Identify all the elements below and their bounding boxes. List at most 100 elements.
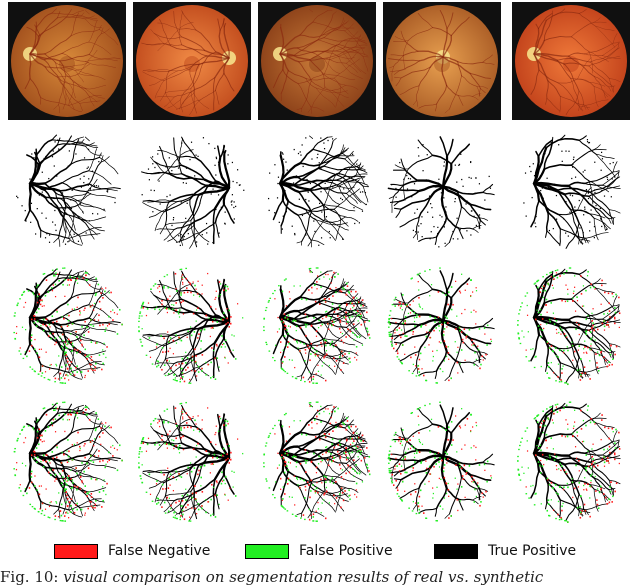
speck: [168, 360, 170, 362]
vessel-error: [399, 301, 401, 304]
vessel-error: [39, 303, 42, 306]
vessel: [298, 57, 327, 63]
fov-edge-fp: [267, 436, 270, 439]
vessel-error: [201, 354, 204, 356]
vessel-true-positive: [178, 423, 183, 444]
speck: [65, 346, 67, 348]
vessel-error: [576, 506, 579, 509]
vessel-error: [104, 466, 106, 469]
vessel-error: [303, 343, 305, 345]
fov-edge-fp: [283, 414, 286, 416]
vessel-error: [589, 421, 592, 424]
vessel-error: [343, 452, 346, 454]
vessel-error: [61, 339, 64, 342]
vessel: [36, 12, 53, 28]
speck: [168, 157, 170, 159]
speck: [547, 418, 550, 421]
vessel-error: [560, 516, 562, 519]
vessel-true-positive: [608, 209, 621, 214]
fov-edge-fp: [555, 517, 557, 520]
speck: [342, 342, 345, 344]
vessel-error: [55, 478, 58, 480]
speck: [571, 478, 573, 480]
vessel-true-positive: [476, 217, 489, 221]
vessel-error: [186, 493, 189, 496]
speck: [320, 271, 322, 273]
vessel-true-positive: [287, 200, 307, 211]
vessel-true-positive: [417, 407, 434, 425]
speck: [141, 451, 143, 453]
vessel-error: [38, 443, 40, 446]
speck: [93, 319, 96, 321]
vessel-error: [598, 491, 601, 494]
vessel: [305, 78, 317, 89]
speck: [571, 341, 573, 343]
vessel-error: [598, 354, 601, 357]
vessel-error: [90, 323, 92, 326]
vessel-true-positive: [570, 298, 590, 316]
vessel-true-positive: [556, 457, 591, 463]
vessel-true-positive: [338, 306, 364, 321]
vessel-error: [169, 337, 172, 339]
speck: [574, 275, 576, 277]
vessel: [156, 96, 175, 98]
vessel-error: [347, 464, 349, 467]
vessel-error: [578, 459, 580, 462]
speck: [348, 471, 351, 473]
speck: [461, 178, 463, 181]
vessel-true-positive: [342, 177, 365, 182]
vessel: [585, 99, 609, 106]
vessel-error: [73, 276, 75, 279]
vessel-true-positive: [287, 470, 307, 482]
vessel-error: [604, 426, 606, 429]
vessel-error: [561, 509, 563, 512]
vessel-error: [348, 352, 350, 355]
vessel-error: [33, 457, 36, 460]
vessel-error: [63, 278, 66, 281]
fov-edge-fp: [556, 403, 559, 405]
vessel-error: [67, 367, 69, 370]
vessel-error: [360, 450, 362, 453]
vessel-true-positive: [68, 498, 102, 511]
vessel-error: [304, 497, 306, 499]
speck: [93, 185, 96, 187]
speck: [296, 342, 299, 344]
vessel-error: [190, 291, 192, 294]
vessel-error: [445, 482, 448, 485]
speck: [147, 437, 150, 440]
vessel-error: [50, 337, 52, 340]
speck: [490, 338, 492, 340]
vessel-error: [580, 275, 582, 277]
vessel-error: [194, 485, 196, 487]
speck: [38, 194, 40, 196]
speck: [149, 356, 152, 358]
vessel: [62, 93, 67, 110]
vessel-error: [210, 441, 212, 443]
vessel-error: [463, 464, 466, 467]
speck: [461, 273, 463, 275]
vessel-true-positive: [81, 141, 99, 148]
vessel-error: [474, 351, 476, 354]
vessel-true-positive: [342, 147, 346, 153]
speck: [334, 365, 336, 367]
vessel-true-positive: [163, 500, 175, 513]
speck: [414, 483, 416, 485]
speck: [216, 345, 218, 347]
vessel-error: [35, 447, 38, 449]
vessel-error: [287, 341, 290, 343]
speck: [454, 341, 456, 343]
speck: [421, 308, 424, 310]
fov-edge-fp: [150, 423, 152, 425]
speck: [421, 216, 423, 218]
vessel-error: [365, 463, 368, 466]
vessel-error: [28, 487, 31, 489]
fov-edge-fp: [154, 283, 157, 285]
vessel-true-positive: [612, 304, 620, 307]
vessel-true-positive: [72, 270, 85, 276]
vessel: [223, 17, 225, 28]
vessel-error: [350, 425, 353, 428]
speck: [443, 331, 445, 333]
vessel-error: [156, 343, 158, 346]
speck: [490, 340, 493, 343]
speck: [227, 423, 229, 425]
